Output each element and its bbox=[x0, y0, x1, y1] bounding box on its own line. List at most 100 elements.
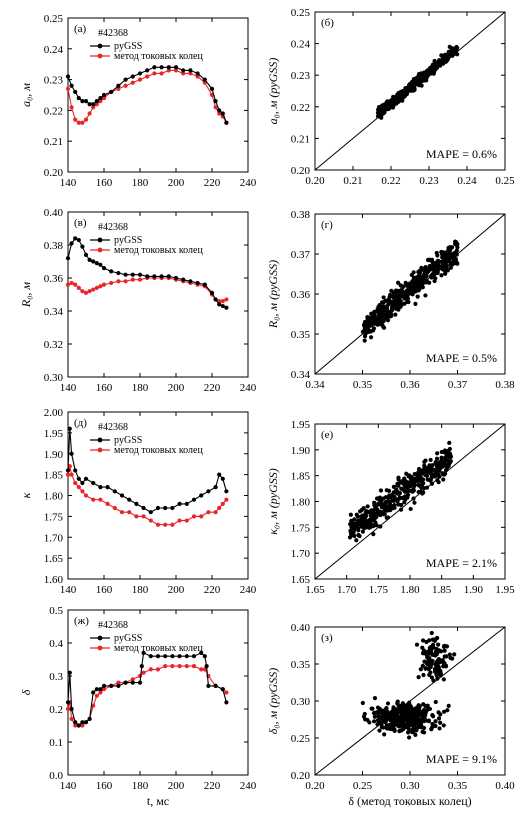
scatter-point bbox=[402, 476, 407, 481]
data-point bbox=[155, 505, 161, 511]
data-point bbox=[98, 687, 103, 692]
scatter-point bbox=[403, 723, 408, 728]
scatter-point bbox=[356, 526, 361, 531]
scatter-point bbox=[376, 304, 381, 309]
x-tick-label: 200 bbox=[168, 584, 185, 596]
y-tick-label: 0.36 bbox=[44, 273, 64, 285]
scatter-point bbox=[421, 470, 426, 475]
scatter-point bbox=[374, 514, 379, 519]
scatter-point bbox=[442, 661, 447, 666]
data-point bbox=[141, 670, 146, 675]
scatter-point bbox=[396, 90, 401, 96]
data-point bbox=[170, 505, 175, 511]
y-tick-label: 0.21 bbox=[291, 133, 310, 145]
scatter-point bbox=[431, 263, 436, 269]
x-tick-label: 160 bbox=[96, 780, 113, 792]
scatter-point bbox=[425, 257, 431, 263]
data-point bbox=[148, 654, 153, 659]
data-point bbox=[73, 236, 78, 241]
data-point bbox=[87, 257, 92, 262]
data-point bbox=[220, 501, 225, 506]
mape-annotation: MAPE = 0.6% bbox=[426, 147, 497, 161]
y-tick-label: 0.20 bbox=[291, 770, 311, 782]
scatter-point bbox=[378, 114, 383, 119]
y-tick-label: 0.21 bbox=[44, 136, 63, 148]
data-point bbox=[65, 706, 71, 712]
scatter-point bbox=[387, 500, 392, 506]
data-point bbox=[191, 514, 197, 519]
scatter-point bbox=[410, 279, 415, 284]
panel-6: 1.65 1.70 1.75 1.80 1.85 1.90 1.95 1.65 1.70 1.75… bbox=[266, 419, 515, 596]
scatter-point bbox=[361, 506, 366, 511]
data-point bbox=[202, 282, 207, 287]
scatter-point bbox=[381, 512, 386, 517]
scatter-point bbox=[421, 725, 427, 731]
data-point bbox=[224, 297, 229, 302]
scatter-point bbox=[373, 710, 378, 715]
scatter-point bbox=[439, 449, 444, 455]
data-point bbox=[109, 89, 114, 95]
x-tick-label: 200 bbox=[168, 780, 185, 792]
data-point bbox=[69, 241, 74, 246]
series-line-2 bbox=[67, 665, 227, 727]
scatter-point bbox=[377, 728, 382, 733]
scatter-point bbox=[421, 490, 426, 495]
data-point bbox=[130, 277, 135, 282]
x-tick-label: 180 bbox=[132, 177, 149, 189]
data-point bbox=[65, 74, 71, 79]
scatter-point bbox=[418, 475, 423, 480]
data-point bbox=[87, 289, 92, 294]
data-point bbox=[98, 284, 103, 289]
x-tick-label: 200 bbox=[168, 177, 185, 189]
legend-label: pyGSS bbox=[114, 41, 142, 52]
scatter-point bbox=[377, 495, 382, 500]
scatter-point bbox=[427, 638, 432, 643]
panel-1: 140 160 180 200 220 240 0.20 0.21 0.22 0.23 0.24 0.… bbox=[19, 13, 257, 189]
scatter-point bbox=[443, 468, 449, 473]
scatter-point bbox=[351, 521, 356, 526]
data-point bbox=[130, 272, 135, 277]
scatter-point bbox=[403, 708, 408, 713]
data-point bbox=[217, 111, 222, 116]
scatter-point bbox=[428, 457, 433, 463]
y-tick-label: 1.85 bbox=[291, 471, 311, 483]
data-point bbox=[80, 489, 85, 494]
scatter-point bbox=[424, 473, 430, 478]
y-tick-label: 0.35 bbox=[291, 659, 311, 671]
scatter-point bbox=[404, 288, 409, 294]
scatter-point bbox=[405, 492, 411, 497]
y-tick-label: 0.37 bbox=[291, 249, 311, 261]
scatter-point bbox=[440, 471, 445, 476]
scatter-point bbox=[438, 712, 443, 717]
y-axis-label: a₀, м bbox=[19, 83, 33, 107]
data-point bbox=[181, 277, 186, 282]
data-point bbox=[134, 501, 139, 506]
scatter-point bbox=[369, 311, 374, 316]
scatter-point bbox=[442, 250, 447, 255]
scatter-point bbox=[397, 293, 402, 298]
data-point bbox=[220, 299, 225, 304]
y-tick-label: 1.90 bbox=[44, 449, 64, 461]
data-point bbox=[213, 485, 218, 490]
scatter-point bbox=[381, 325, 387, 330]
x-tick-label: 0.25 bbox=[495, 175, 515, 187]
scatter-point bbox=[409, 272, 414, 278]
scatter-point bbox=[390, 498, 395, 503]
scatter-point bbox=[421, 672, 426, 678]
data-point bbox=[87, 102, 92, 107]
scatter-point bbox=[355, 522, 360, 527]
shot-number: #42368 bbox=[98, 422, 128, 433]
shot-number: #42368 bbox=[98, 28, 128, 39]
data-point bbox=[191, 654, 197, 659]
scatter-point bbox=[406, 726, 411, 731]
y-tick-label: 0.25 bbox=[44, 13, 64, 25]
scatter-point bbox=[436, 716, 442, 721]
data-point bbox=[91, 703, 96, 708]
scatter-point bbox=[392, 728, 397, 733]
scatter-point bbox=[378, 524, 383, 529]
x-tick-label: 180 bbox=[132, 584, 149, 596]
data-point bbox=[123, 272, 128, 277]
panel-label: (е) bbox=[321, 429, 334, 441]
y-tick-label: 1.95 bbox=[291, 419, 311, 431]
scatter-point bbox=[435, 470, 440, 475]
